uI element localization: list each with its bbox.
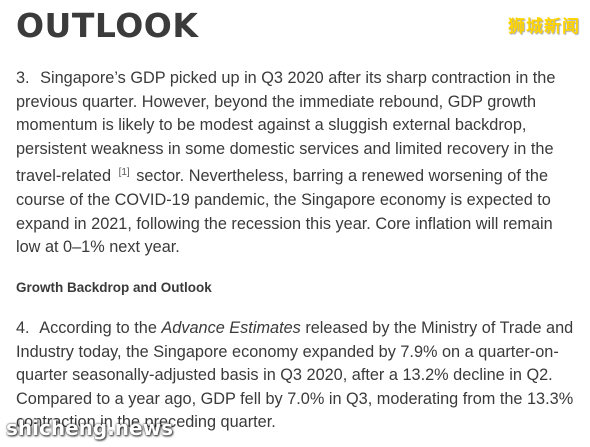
italic-term: Advance Estimates <box>161 319 301 337</box>
paragraph-text-continued: sector. Nevertheless, barring a renewed … <box>16 167 553 257</box>
paragraph-3: 3. Singapore’s GDP picked up in Q3 2020 … <box>16 67 581 260</box>
watermark-logo-bottom: shicheng.news <box>6 416 173 440</box>
paragraph-number: 3. <box>16 69 30 87</box>
paragraph-text: According to the <box>39 319 157 337</box>
paragraph-text: Singapore’s GDP picked up in Q3 2020 aft… <box>16 69 556 186</box>
paragraph-number: 4. <box>16 319 30 337</box>
paragraph-4: 4. According to the Advance Estimates re… <box>16 317 581 435</box>
subsection-heading: Growth Backdrop and Outlook <box>16 280 212 295</box>
footnote-reference-link[interactable]: [1] <box>118 167 130 179</box>
section-heading: OUTLOOK <box>16 6 199 45</box>
watermark-logo-top: 狮城新闻 <box>508 17 580 37</box>
paragraph-text-continued: released by the Ministry of Trade and In… <box>16 319 574 432</box>
